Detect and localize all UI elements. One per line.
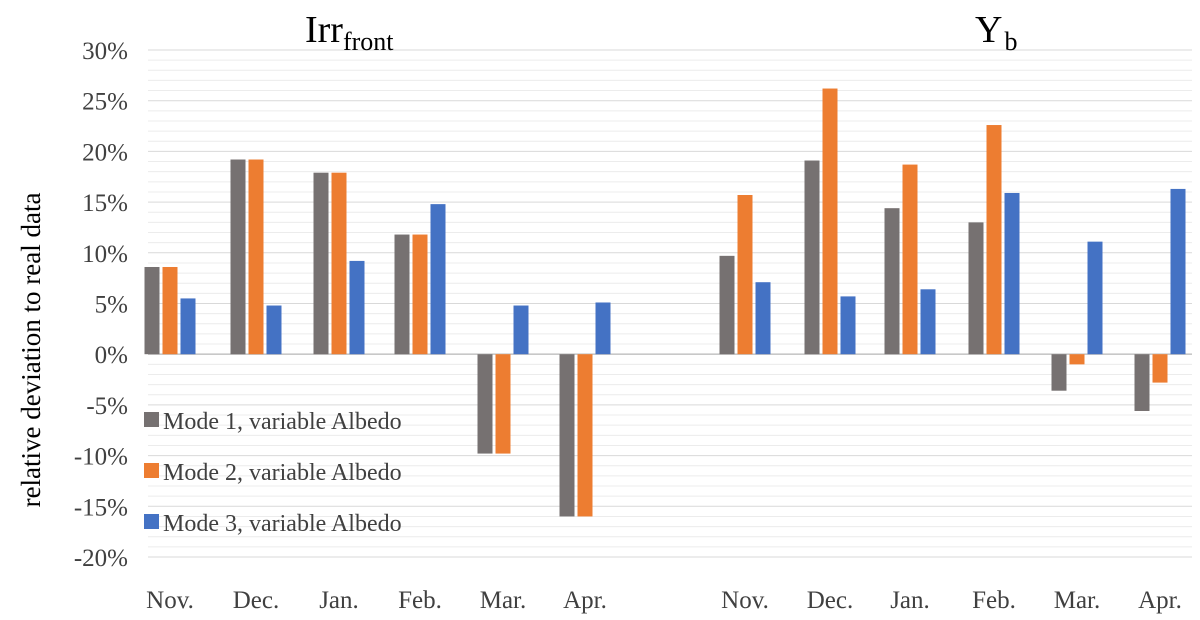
- bar-y-b-dec-mode-3: [840, 296, 856, 355]
- y-tick-label: 0%: [95, 342, 128, 369]
- bar-irr-front-jan-mode-2: [331, 172, 347, 355]
- legend-swatch-mode-3: [144, 514, 159, 529]
- bar-irr-front-nov-mode-2: [162, 266, 178, 355]
- x-tick-label: Jan.: [890, 587, 930, 614]
- legend: Mode 1, variable Albedo Mode 2, variable…: [144, 409, 402, 537]
- bar-irr-front-dec-mode-3: [266, 305, 282, 355]
- bar-y-b-jan-mode-1: [884, 208, 900, 355]
- x-tick-label: Apr.: [1138, 587, 1182, 614]
- y-tick-label: 20%: [82, 139, 128, 166]
- legend-label-mode-2: Mode 2, variable Albedo: [163, 460, 402, 486]
- y-tick-label: -15%: [74, 494, 128, 521]
- bar-y-b-nov-mode-1: [719, 255, 735, 355]
- x-axis-ticks: Nov. Dec. Jan. Feb. Mar. Apr. Nov. Dec. Jan. Feb.…: [146, 587, 1182, 614]
- bar-y-b-dec-mode-1: [804, 160, 820, 355]
- x-tick-label: Feb.: [972, 587, 1016, 614]
- bar-irr-front-mar-mode-2: [495, 354, 511, 454]
- bar-y-b-nov-mode-3: [755, 282, 771, 355]
- bar-irr-front-jan-mode-3: [349, 260, 365, 355]
- bar-irr-front-feb-mode-2: [412, 234, 428, 355]
- bar-y-b-nov-mode-2: [737, 195, 753, 355]
- y-tick-label: -5%: [86, 393, 128, 420]
- bar-irr-front-apr-mode-2: [577, 354, 593, 517]
- bar-irr-front-nov-mode-1: [144, 266, 160, 355]
- panel-title-irr-front: Irrfront: [305, 9, 394, 56]
- y-tick-label: 10%: [82, 241, 128, 268]
- x-tick-label: Nov.: [146, 587, 194, 614]
- bar-y-b-apr-mode-1: [1134, 354, 1150, 411]
- x-tick-label: Jan.: [319, 587, 359, 614]
- y-tick-label: 5%: [95, 292, 128, 319]
- bar-y-b-feb-mode-1: [968, 222, 984, 355]
- x-tick-label: Dec.: [233, 587, 280, 614]
- x-tick-label: Feb.: [398, 587, 442, 614]
- bar-y-b-jan-mode-3: [920, 289, 936, 355]
- bar-irr-front-dec-mode-2: [248, 159, 264, 355]
- bar-y-b-feb-mode-3: [1004, 192, 1020, 355]
- panel-title-yb: Yb: [975, 9, 1017, 56]
- y-axis-ticks: -20% -15% -10% -5% 0% 5% 10% 15% 20% 25% 30%: [74, 38, 128, 572]
- bar-irr-front-mar-mode-1: [477, 354, 493, 454]
- x-tick-label: Apr.: [563, 587, 607, 614]
- legend-swatch-mode-1: [144, 412, 159, 427]
- bar-irr-front-apr-mode-3: [595, 302, 611, 355]
- legend-swatch-mode-2: [144, 463, 159, 478]
- y-axis-title: relative deviation to real data: [16, 193, 46, 508]
- bar-y-b-feb-mode-2: [986, 125, 1002, 355]
- bar-y-b-mar-mode-3: [1087, 241, 1103, 355]
- bar-irr-front-feb-mode-3: [430, 204, 446, 355]
- bar-y-b-mar-mode-2: [1069, 354, 1085, 365]
- bar-y-b-dec-mode-2: [822, 88, 838, 355]
- bars: [144, 88, 1186, 517]
- y-tick-label: 15%: [82, 190, 128, 217]
- x-tick-label: Nov.: [721, 587, 769, 614]
- bar-irr-front-jan-mode-1: [313, 172, 329, 355]
- bar-y-b-apr-mode-3: [1170, 188, 1186, 355]
- y-tick-label: 25%: [82, 89, 128, 116]
- bar-irr-front-dec-mode-1: [230, 159, 246, 355]
- legend-label-mode-1: Mode 1, variable Albedo: [163, 409, 402, 435]
- bar-irr-front-nov-mode-3: [180, 298, 196, 355]
- y-tick-label: 30%: [82, 38, 128, 65]
- bar-y-b-mar-mode-1: [1051, 354, 1067, 391]
- y-tick-label: -20%: [74, 545, 128, 572]
- bar-irr-front-mar-mode-3: [513, 305, 529, 355]
- bar-irr-front-apr-mode-1: [559, 354, 575, 517]
- bar-y-b-jan-mode-2: [902, 164, 918, 355]
- panel-title-subscript: b: [1004, 27, 1017, 56]
- bar-irr-front-feb-mode-1: [394, 234, 410, 355]
- y-tick-label: -10%: [74, 444, 128, 471]
- panel-title-subscript: front: [343, 27, 394, 56]
- panel-title-main: Y: [975, 9, 1002, 51]
- legend-label-mode-3: Mode 3, variable Albedo: [163, 511, 402, 537]
- x-tick-label: Mar.: [480, 587, 527, 614]
- x-tick-label: Dec.: [807, 587, 854, 614]
- panel-title-main: Irr: [305, 9, 343, 51]
- bar-y-b-apr-mode-2: [1152, 354, 1168, 383]
- x-tick-label: Mar.: [1054, 587, 1101, 614]
